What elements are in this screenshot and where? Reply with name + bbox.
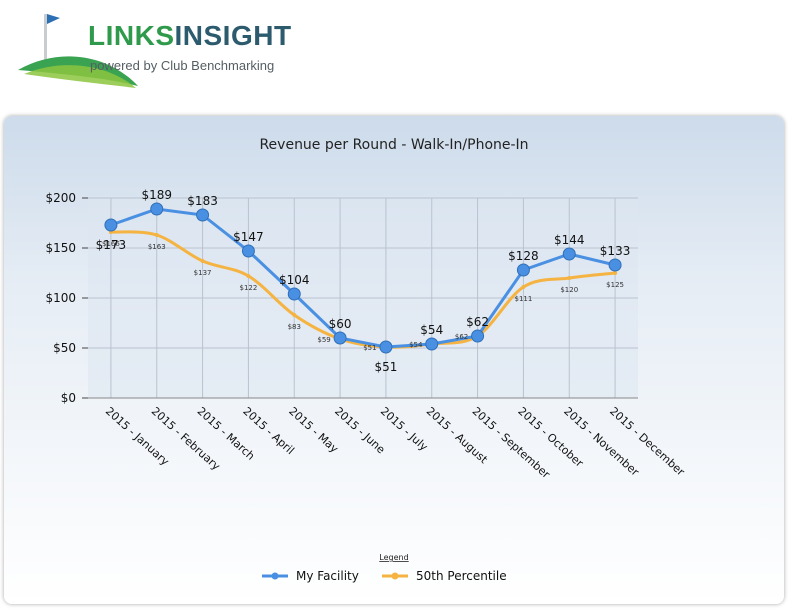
data-label-my-facility: $133	[600, 244, 631, 258]
chart-panel: Revenue per Round - Walk-In/Phone-In $0 $5…	[4, 116, 784, 604]
legend-marker-50th-percentile	[391, 572, 399, 580]
data-label-50th-percentile: $51	[363, 344, 376, 352]
brand-title: LINKSINSIGHT	[88, 20, 292, 52]
data-point-my-facility	[104, 218, 118, 232]
x-tick-label: 2015 - November	[561, 405, 642, 479]
data-point-my-facility	[150, 202, 164, 216]
y-tick-label: $50	[53, 341, 76, 355]
data-point-my-facility	[471, 329, 485, 343]
golf-flag-icon	[18, 14, 138, 88]
brand-subtitle: powered by Club Benchmarking	[90, 58, 275, 73]
x-tick-label: 2015 - September	[470, 405, 553, 482]
data-point-50th-percentile	[154, 233, 159, 237]
data-point-50th-percentile	[613, 271, 618, 275]
data-point-my-facility	[608, 258, 622, 272]
x-tick-label: 2015 - December	[607, 405, 687, 479]
series-line-50th-percentile	[110, 230, 616, 349]
y-tick-label: $200	[45, 191, 76, 205]
series-line-my-facility	[110, 207, 616, 349]
data-point-my-facility	[516, 263, 530, 277]
data-point-50th-percentile	[292, 313, 297, 317]
brand-title-part1: LINKS	[88, 20, 175, 51]
data-label-my-facility: $183	[187, 194, 218, 208]
data-label-50th-percentile: $122	[240, 284, 258, 292]
data-label-my-facility: $62	[466, 315, 489, 329]
data-label-my-facility: $144	[554, 233, 585, 247]
data-label-my-facility: $189	[141, 188, 172, 202]
brand-logo: LINKSINSIGHT powered by Club Benchmarkin…	[16, 8, 296, 92]
data-point-my-facility	[333, 331, 347, 345]
data-label-my-facility: $54	[420, 323, 443, 337]
data-label-50th-percentile: $59	[317, 336, 330, 344]
data-label-my-facility: $51	[374, 360, 397, 374]
data-point-my-facility	[241, 244, 255, 258]
data-label-my-facility: $104	[279, 273, 310, 287]
data-label-50th-percentile: $120	[560, 286, 578, 294]
data-point-my-facility	[379, 340, 393, 354]
data-label-50th-percentile: $125	[606, 281, 624, 289]
data-label-my-facility: $147	[233, 230, 264, 244]
legend-title: Legend	[379, 553, 408, 562]
data-point-50th-percentile	[521, 285, 526, 289]
revenue-chart: Revenue per Round - Walk-In/Phone-In $0 $5…	[45, 137, 687, 583]
data-label-50th-percentile: $83	[288, 323, 301, 331]
y-tick-label: $0	[61, 391, 76, 405]
legend-marker-my-facility	[271, 572, 279, 580]
data-point-my-facility	[287, 287, 301, 301]
data-point-my-facility	[562, 247, 576, 261]
legend-label-50th-percentile: 50th Percentile	[416, 569, 507, 583]
data-point-50th-percentile	[246, 274, 251, 278]
data-label-50th-percentile: $163	[148, 243, 166, 251]
data-label-50th-percentile: $166	[102, 240, 120, 248]
data-label-my-facility: $60	[329, 317, 352, 331]
data-point-my-facility	[196, 208, 210, 222]
legend-label-my-facility: My Facility	[296, 569, 359, 583]
brand-title-part2: INSIGHT	[174, 20, 292, 51]
data-label-50th-percentile: $137	[194, 269, 212, 277]
data-label-50th-percentile: $54	[409, 341, 423, 349]
y-tick-label: $150	[45, 241, 76, 255]
data-label-50th-percentile: $62	[455, 333, 468, 341]
data-point-50th-percentile	[567, 276, 572, 280]
data-point-my-facility	[425, 337, 439, 351]
data-label-my-facility: $128	[508, 249, 539, 263]
data-point-50th-percentile	[200, 259, 205, 263]
y-tick-label: $100	[45, 291, 76, 305]
chart-title: Revenue per Round - Walk-In/Phone-In	[259, 137, 528, 153]
data-label-50th-percentile: $111	[515, 295, 533, 303]
data-label-my-facility: $173	[96, 238, 127, 252]
